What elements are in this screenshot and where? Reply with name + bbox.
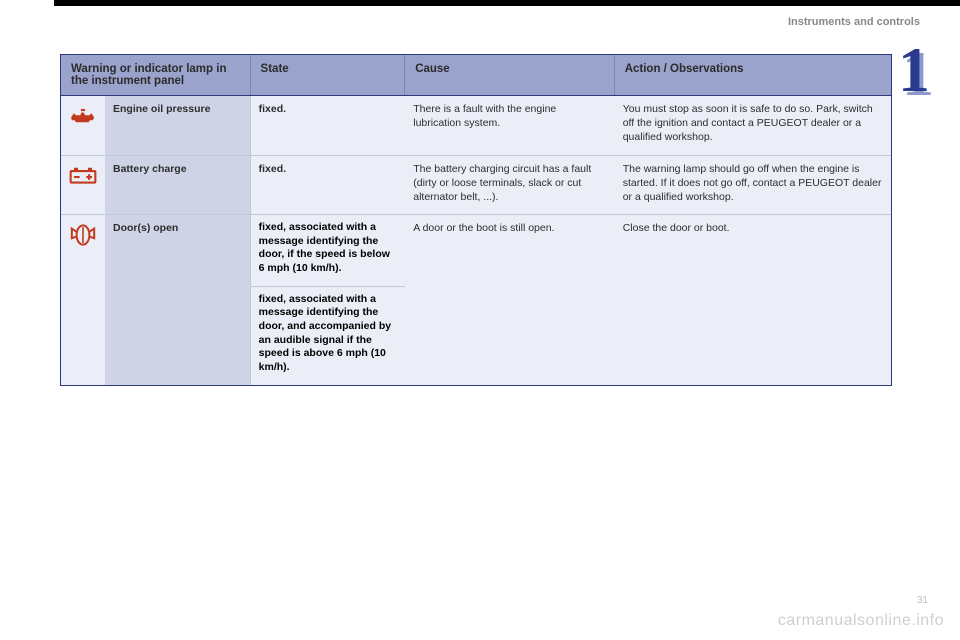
page: Instruments and controls 1 1 Warning or … (0, 0, 960, 640)
table-row: Battery charge fixed. The battery chargi… (61, 156, 891, 216)
chapter-number: 1 1 (898, 38, 948, 108)
warning-state: fixed, associated with a message identif… (251, 286, 406, 385)
warning-icon-cell (61, 215, 105, 385)
door-open-icon (69, 223, 97, 247)
warning-label: Engine oil pressure (105, 96, 251, 155)
col-action-header: Action / Observations (615, 55, 891, 95)
watermark: carmanualsonline.info (778, 612, 944, 630)
warning-cause: A door or the boot is still open. (405, 215, 614, 385)
warning-state: fixed. (251, 96, 406, 155)
warning-label: Battery charge (105, 156, 251, 215)
warning-state: fixed, associated with a message identif… (251, 215, 406, 286)
table-header-row: Warning or indicator lamp in the instrum… (61, 55, 891, 96)
table-row: Door(s) open fixed, associated with a me… (61, 215, 891, 385)
col-lamp-header: Warning or indicator lamp in the instrum… (61, 55, 251, 95)
warning-cause: The battery charging circuit has a fault… (405, 156, 614, 215)
chapter-digit: 1 (898, 38, 930, 102)
warning-state-stack: fixed, associated with a message identif… (251, 215, 406, 385)
warning-action: The warning lamp should go off when the … (615, 156, 891, 215)
section-heading: Instruments and controls (788, 16, 920, 28)
warning-state: fixed. (251, 156, 406, 215)
warning-cause: There is a fault with the engine lubrica… (405, 96, 614, 155)
page-number: 31 (917, 595, 928, 606)
warning-action: You must stop as soon it is safe to do s… (615, 96, 891, 155)
warning-icon-cell (61, 96, 105, 155)
warning-icon-cell (61, 156, 105, 215)
table-row: Engine oil pressure fixed. There is a fa… (61, 96, 891, 156)
warning-table: Warning or indicator lamp in the instrum… (60, 54, 892, 386)
col-state-header: State (251, 55, 406, 95)
warning-label: Door(s) open (105, 215, 251, 385)
warning-action: Close the door or boot. (615, 215, 891, 385)
col-cause-header: Cause (405, 55, 615, 95)
engine-oil-icon (69, 104, 97, 128)
table-body: Engine oil pressure fixed. There is a fa… (61, 96, 891, 385)
top-bar (54, 0, 960, 6)
battery-icon (69, 164, 97, 188)
